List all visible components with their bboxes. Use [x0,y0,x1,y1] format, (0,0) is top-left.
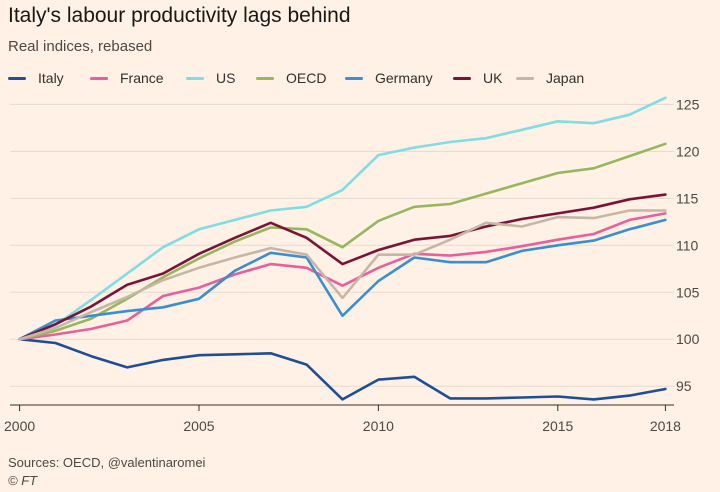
x-tick-label: 2005 [183,418,214,434]
y-tick-label: 120 [676,143,700,159]
y-tick-label: 110 [676,237,699,253]
series-line-oecd [18,142,667,341]
legend-label: Japan [546,70,585,86]
legend-label: Italy [38,70,64,86]
legend-swatch [8,76,26,80]
series-line-japan [18,209,667,341]
legend-label: Germany [375,70,433,86]
series-line-us [18,96,667,341]
series-line-uk [18,193,667,341]
x-tick-label: 2010 [363,418,394,434]
chart-legend: Italy France US OECD Germany UK Japan [8,68,708,88]
chart-title: Italy's labour productivity lags behind [8,4,351,27]
series-line-germany [18,218,667,341]
y-tick-label: 105 [676,284,700,300]
y-tick-label: 125 [676,96,700,112]
legend-item-us: US [186,68,235,88]
legend-item-france: France [90,68,164,88]
legend-swatch [453,76,471,80]
legend-item-italy: Italy [8,68,64,88]
y-tick-labels: 95 100 105 110 115 120 125 [676,96,700,394]
series-lines [18,96,667,401]
ft-credit: © FT [8,473,38,488]
legend-label: US [216,70,236,86]
y-tick-label: 100 [676,331,700,347]
y-tick-label: 115 [676,190,699,206]
x-tick-label: 2000 [4,418,35,434]
legend-swatch [90,76,108,80]
legend-swatch [186,76,204,80]
chart-subtitle: Real indices, rebased [8,38,153,55]
x-axis [10,404,674,411]
legend-swatch [256,76,274,80]
legend-item-uk: UK [453,68,502,88]
legend-swatch [516,76,534,80]
legend-swatch [345,76,363,80]
y-tick-label: 95 [676,378,692,394]
x-tick-labels: 2000 2005 2010 2015 2018 [4,418,681,434]
legend-label: UK [483,70,503,86]
grid-lines [10,103,674,387]
legend-label: France [120,70,164,86]
legend-item-japan: Japan [516,68,584,88]
series-line-italy [18,337,667,401]
legend-label: OECD [286,70,327,86]
series-line-france [18,212,667,341]
legend-item-oecd: OECD [256,68,326,88]
legend-item-germany: Germany [345,68,433,88]
source-note: Sources: OECD, @valentinaromei [8,455,206,470]
x-tick-label: 2018 [650,418,681,434]
x-tick-label: 2015 [542,418,573,434]
